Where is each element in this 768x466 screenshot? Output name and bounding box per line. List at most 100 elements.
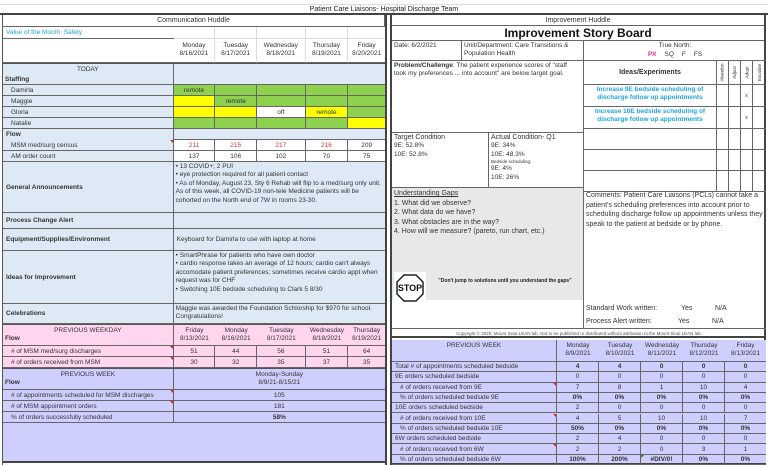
value-cell[interactable]: 0% (641, 423, 683, 435)
value-cell[interactable]: 0 (599, 403, 641, 414)
value-cell[interactable]: 0 (683, 362, 725, 373)
adopt-mark[interactable]: x (741, 107, 753, 128)
value-cell[interactable]: 50% (557, 423, 599, 435)
value-cell[interactable]: 0 (599, 372, 641, 383)
true-north-f[interactable]: F (681, 50, 686, 58)
value-cell[interactable]: 0% (725, 393, 766, 404)
value-cell[interactable]: 51 (173, 346, 216, 357)
value-cell[interactable]: 0 (641, 403, 683, 414)
value-cell[interactable]: 0 (641, 444, 683, 455)
staff-status-cell[interactable]: remote (305, 107, 349, 118)
equipment-text[interactable]: Keyboard for Damirla to use with laptop … (173, 229, 385, 251)
value-cell[interactable]: 58% (173, 412, 385, 423)
value-cell[interactable]: 10 (683, 382, 725, 393)
flow-value[interactable]: 215 (215, 140, 258, 151)
value-cell[interactable]: 10 (641, 413, 683, 424)
value-cell[interactable]: 8 (599, 382, 641, 393)
staff-status-cell[interactable] (257, 85, 306, 96)
yes-option[interactable]: Yes (681, 305, 693, 312)
value-cell[interactable]: 0 (557, 372, 599, 383)
ideas-text[interactable]: • SmartPhrase for patients who have own … (173, 251, 385, 304)
value-cell[interactable]: 0% (683, 454, 725, 465)
value-cell[interactable]: 0% (557, 392, 599, 404)
adopt-mark[interactable]: x (741, 85, 753, 106)
flow-value[interactable]: 209 (348, 140, 385, 151)
value-cell[interactable]: 7 (725, 414, 766, 424)
process-change-text[interactable] (173, 213, 385, 229)
true-north-sq[interactable]: SQ (664, 50, 674, 58)
problem-challenge[interactable]: Problem/Challenge: The patient experienc… (392, 61, 584, 133)
flow-value[interactable]: 137 (173, 151, 216, 162)
value-cell[interactable]: 35 (348, 357, 385, 368)
staff-status-cell[interactable] (348, 107, 385, 118)
staff-status-cell[interactable] (348, 85, 385, 96)
value-cell[interactable]: 0% (599, 423, 641, 435)
value-cell[interactable]: 1 (725, 444, 766, 455)
value-cell[interactable]: 2 (557, 444, 599, 455)
value-cell[interactable]: 2 (599, 444, 641, 455)
na-option[interactable]: N/A (712, 318, 724, 325)
value-cell[interactable]: 0% (683, 423, 725, 435)
true-north-fs[interactable]: FS (693, 50, 703, 58)
value-cell[interactable]: 0% (641, 392, 683, 404)
value-cell[interactable]: 35 (257, 357, 306, 368)
value-cell[interactable]: 2 (557, 434, 599, 445)
value-cell[interactable]: 1 (641, 382, 683, 393)
actual-condition[interactable]: Actual Condition- Q1 9E: 34% 10E: 48.3% … (489, 133, 584, 188)
staff-status-cell[interactable] (257, 118, 306, 129)
value-cell[interactable]: 5 (599, 413, 641, 424)
value-cell[interactable]: 4 (599, 434, 641, 445)
value-cell[interactable]: 181 (173, 401, 385, 412)
value-cell[interactable]: 30 (173, 357, 216, 368)
flow-value[interactable]: 102 (257, 151, 306, 162)
value-cell[interactable]: 100% (557, 454, 599, 465)
value-cell[interactable]: 0 (683, 403, 725, 414)
value-cell[interactable]: 0 (641, 372, 683, 383)
value-cell[interactable]: 0% (599, 392, 641, 404)
value-cell[interactable]: 0 (641, 434, 683, 445)
true-north-px[interactable]: PX (647, 50, 657, 58)
value-cell[interactable]: 0 (641, 362, 683, 373)
value-cell[interactable]: 10 (683, 413, 725, 424)
staff-status-cell[interactable] (215, 85, 258, 96)
flow-value[interactable]: 75 (348, 151, 385, 162)
value-cell[interactable]: 56 (257, 346, 306, 357)
value-cell[interactable]: 0 (725, 362, 766, 373)
value-cell[interactable]: 32 (215, 357, 258, 368)
celebrations-text[interactable]: Maggie was awarded the Foundation Schlor… (173, 304, 385, 324)
experiment-row[interactable] (584, 129, 766, 150)
flow-value[interactable]: 216 (305, 140, 349, 151)
staff-status-cell[interactable] (257, 96, 306, 107)
flow-value[interactable]: 211 (173, 140, 216, 151)
staff-status-cell[interactable]: remote (215, 96, 258, 107)
experiment-row[interactable] (584, 171, 766, 192)
value-cell[interactable]: 4 (557, 413, 599, 424)
staff-status-cell[interactable] (305, 85, 349, 96)
date-field[interactable]: Date: 6/2/2021 (392, 41, 462, 61)
staff-status-cell[interactable] (348, 118, 385, 129)
flow-value[interactable]: 217 (257, 140, 306, 151)
value-cell[interactable]: 105 (173, 390, 385, 401)
staff-status-cell[interactable] (173, 96, 216, 107)
unit-field[interactable]: Unit/Department: Care Transitions & Popu… (462, 41, 584, 61)
value-cell[interactable]: 0 (725, 403, 766, 414)
value-cell[interactable]: 0 (725, 372, 766, 383)
staff-status-cell[interactable] (348, 96, 385, 107)
value-cell[interactable]: 0 (683, 372, 725, 383)
value-cell[interactable]: 0 (683, 434, 725, 445)
experiment-row[interactable]: Increase 10E bedside scheduling of disch… (584, 107, 766, 129)
staff-status-cell[interactable] (173, 118, 216, 129)
value-cell[interactable]: 3 (683, 444, 725, 455)
na-option[interactable]: N/A (715, 305, 727, 312)
value-cell[interactable]: 37 (305, 357, 349, 368)
target-condition[interactable]: Target Condition 9E: 52.8% 10E: 52.8% (392, 133, 489, 188)
staff-status-cell[interactable] (305, 118, 349, 129)
value-cell[interactable]: 4 (557, 362, 599, 373)
general-announcements-text[interactable]: • 13 COVID+; 2 PUI • eye protection requi… (173, 162, 385, 213)
value-cell[interactable]: #DIV/0! (641, 454, 683, 465)
value-cell[interactable]: 0% (725, 455, 766, 465)
experiment-row[interactable]: Increase 9E bedside scheduling of discha… (584, 85, 766, 107)
staff-status-cell[interactable] (305, 96, 349, 107)
experiment-row[interactable] (584, 150, 766, 171)
flow-value[interactable]: 106 (215, 151, 258, 162)
